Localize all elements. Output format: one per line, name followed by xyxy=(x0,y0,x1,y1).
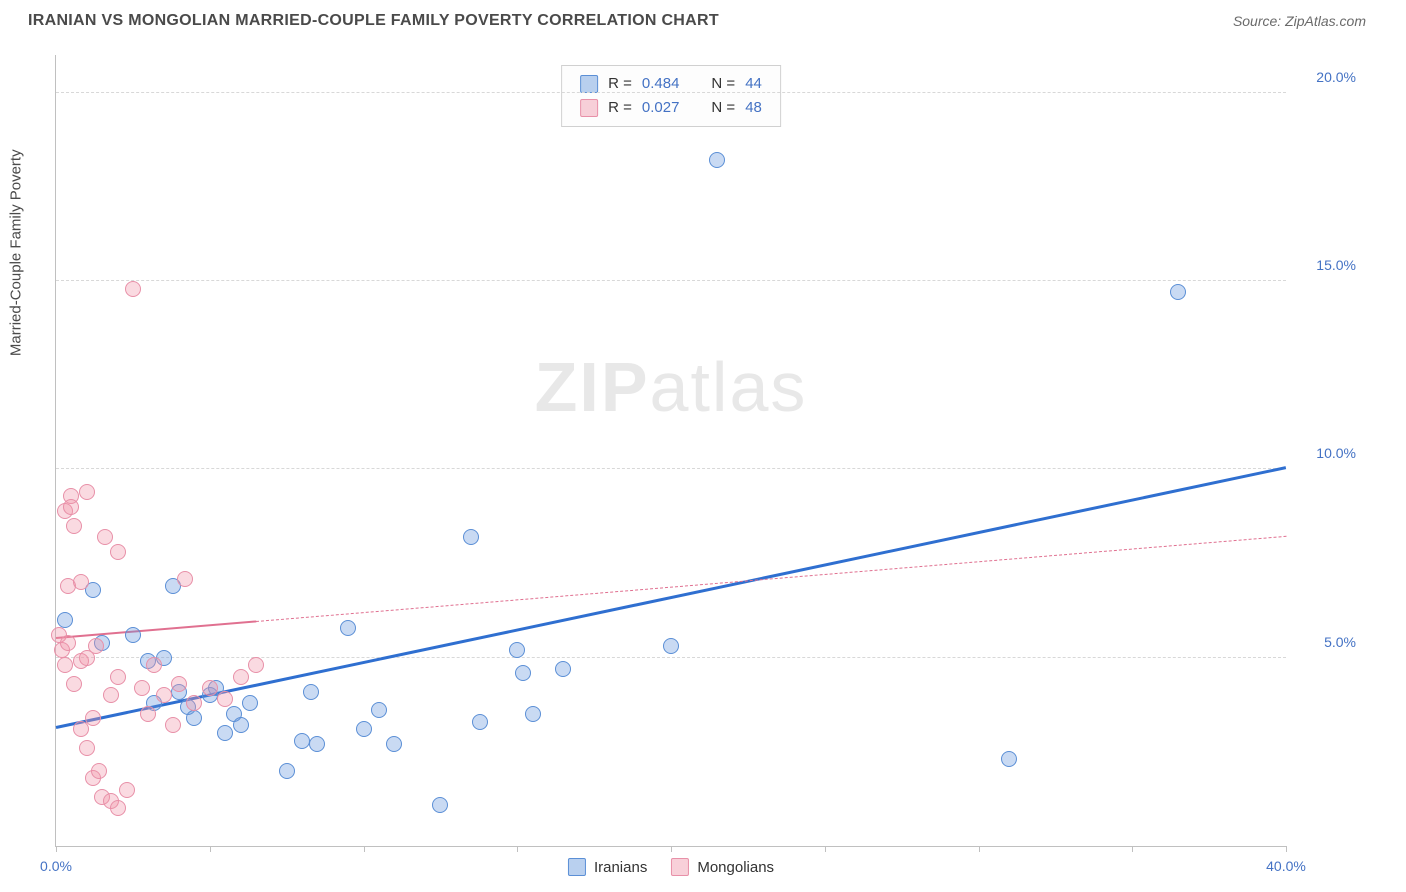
n-value: 48 xyxy=(745,96,762,120)
x-tick xyxy=(517,846,518,852)
data-point xyxy=(386,736,402,752)
r-label: R = xyxy=(608,96,632,120)
data-point xyxy=(515,665,531,681)
watermark: ZIPatlas xyxy=(535,347,808,427)
r-value: 0.027 xyxy=(642,96,680,120)
data-point xyxy=(233,717,249,733)
stats-row: R = 0.027 N = 48 xyxy=(580,96,762,120)
data-point xyxy=(119,782,135,798)
data-point xyxy=(186,710,202,726)
data-point xyxy=(340,620,356,636)
data-point xyxy=(709,152,725,168)
data-point xyxy=(186,695,202,711)
trend-line xyxy=(256,536,1286,622)
data-point xyxy=(1170,284,1186,300)
data-point xyxy=(125,627,141,643)
x-tick xyxy=(1132,846,1133,852)
legend-item: Mongolians xyxy=(671,858,774,876)
data-point xyxy=(134,680,150,696)
x-tick xyxy=(825,846,826,852)
data-point xyxy=(177,571,193,587)
data-point xyxy=(156,687,172,703)
data-point xyxy=(356,721,372,737)
data-point xyxy=(60,635,76,651)
chart-plot-area: ZIPatlas Married-Couple Family Poverty R… xyxy=(55,55,1286,847)
gridline xyxy=(56,657,1286,658)
data-point xyxy=(242,695,258,711)
data-point xyxy=(309,736,325,752)
data-point xyxy=(110,800,126,816)
data-point xyxy=(165,717,181,733)
data-point xyxy=(1001,751,1017,767)
gridline xyxy=(56,280,1286,281)
x-tick xyxy=(979,846,980,852)
data-point xyxy=(66,518,82,534)
data-point xyxy=(472,714,488,730)
data-point xyxy=(248,657,264,673)
x-tick xyxy=(364,846,365,852)
x-tick-label: 40.0% xyxy=(1266,858,1306,874)
data-point xyxy=(97,529,113,545)
data-point xyxy=(85,710,101,726)
y-tick-label: 10.0% xyxy=(1316,445,1356,461)
data-point xyxy=(66,676,82,692)
data-point xyxy=(57,612,73,628)
source-label: Source: ZipAtlas.com xyxy=(1233,13,1366,29)
x-tick-label: 0.0% xyxy=(40,858,72,874)
x-tick xyxy=(56,846,57,852)
data-point xyxy=(525,706,541,722)
data-point xyxy=(171,676,187,692)
data-point xyxy=(279,763,295,779)
data-point xyxy=(303,684,319,700)
data-point xyxy=(140,706,156,722)
data-point xyxy=(217,691,233,707)
data-point xyxy=(110,544,126,560)
y-tick-label: 5.0% xyxy=(1324,634,1356,650)
data-point xyxy=(57,657,73,673)
data-point xyxy=(91,763,107,779)
data-point xyxy=(432,797,448,813)
chart-title: IRANIAN VS MONGOLIAN MARRIED-COUPLE FAMI… xyxy=(28,12,719,30)
data-point xyxy=(233,669,249,685)
x-tick xyxy=(1286,846,1287,852)
x-tick xyxy=(210,846,211,852)
data-point xyxy=(63,499,79,515)
data-point xyxy=(110,669,126,685)
data-point xyxy=(88,638,104,654)
gridline xyxy=(56,468,1286,469)
data-point xyxy=(294,733,310,749)
data-point xyxy=(555,661,571,677)
swatch-icon xyxy=(671,858,689,876)
legend-label: Iranians xyxy=(594,859,647,876)
data-point xyxy=(79,484,95,500)
x-tick xyxy=(671,846,672,852)
data-point xyxy=(73,574,89,590)
legend-item: Iranians xyxy=(568,858,647,876)
stats-legend-box: R = 0.484 N = 44 R = 0.027 N = 48 xyxy=(561,65,781,127)
data-point xyxy=(202,680,218,696)
data-point xyxy=(509,642,525,658)
y-axis-label: Married-Couple Family Poverty xyxy=(8,149,25,356)
swatch-icon xyxy=(568,858,586,876)
data-point xyxy=(79,740,95,756)
data-point xyxy=(463,529,479,545)
data-point xyxy=(73,721,89,737)
swatch-icon xyxy=(580,75,598,93)
n-label: N = xyxy=(711,96,735,120)
gridline xyxy=(56,92,1286,93)
trend-line xyxy=(56,620,256,639)
y-tick-label: 15.0% xyxy=(1316,257,1356,273)
legend-label: Mongolians xyxy=(697,859,774,876)
data-point xyxy=(146,657,162,673)
trend-line xyxy=(56,466,1287,729)
data-point xyxy=(125,281,141,297)
data-point xyxy=(103,687,119,703)
data-point xyxy=(371,702,387,718)
y-tick-label: 20.0% xyxy=(1316,69,1356,85)
data-point xyxy=(217,725,233,741)
data-point xyxy=(663,638,679,654)
swatch-icon xyxy=(580,99,598,117)
series-legend: Iranians Mongolians xyxy=(568,858,774,876)
